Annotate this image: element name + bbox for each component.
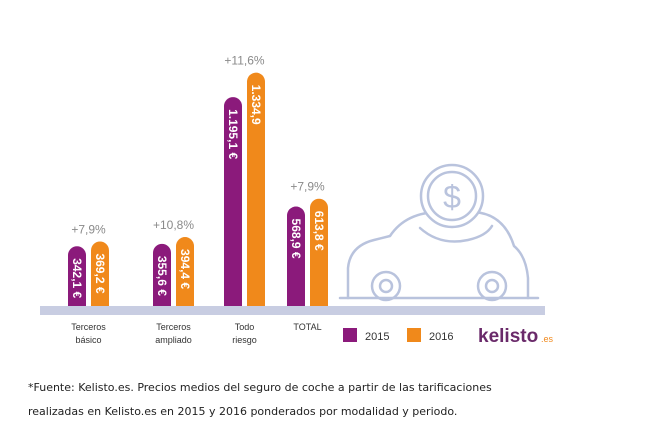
category-label-1-line-2: básico bbox=[75, 335, 101, 345]
bar-2016-2 bbox=[176, 237, 194, 306]
bar-value-label-2015-3: 1.195,1 € bbox=[226, 109, 240, 159]
bars-group: 342,1 € 369,2 € +7,9% 355,6 € 394,4 € +10,8% 1… bbox=[68, 54, 328, 306]
bar-2016-1 bbox=[91, 241, 109, 306]
bar-value-label-2015-1: 342,1 € bbox=[70, 258, 84, 298]
bar-2016-4 bbox=[310, 198, 328, 306]
bar-2015-4 bbox=[287, 206, 305, 306]
legend-swatch-2016 bbox=[407, 328, 421, 342]
category-label-3-line-1: Todo bbox=[235, 322, 255, 332]
footnote-line-2: realizadas en Kelisto.es en 2015 y 2016 … bbox=[28, 405, 458, 418]
category-label-2-line-2: ampliado bbox=[155, 335, 192, 345]
category-label-3-line-2: riesgo bbox=[232, 335, 257, 345]
bar-2015-2 bbox=[153, 243, 171, 306]
bar-value-label-2016-4: 613,8 € bbox=[312, 211, 326, 251]
dollar-coin-icon: $ bbox=[419, 163, 485, 229]
category-label-2-line-1: Terceros bbox=[156, 322, 191, 332]
category-label-4-line-1: TOTAL bbox=[293, 322, 321, 332]
footnote-line-1: *Fuente: Kelisto.es. Precios medios del … bbox=[28, 381, 492, 394]
category-labels: Terceros básico Terceros ampliado Todo riesgo… bbox=[71, 322, 321, 345]
legend-swatch-2015 bbox=[343, 328, 357, 342]
svg-text:$: $ bbox=[443, 179, 461, 215]
bar-value-label-2015-2: 355,6 € bbox=[155, 256, 169, 296]
footnote: *Fuente: Kelisto.es. Precios medios del … bbox=[28, 376, 628, 424]
growth-label-2: +10,8% bbox=[153, 218, 194, 232]
bar-2015-1 bbox=[68, 246, 86, 306]
bar-value-label-2016-3: 1.334,9 bbox=[249, 85, 263, 125]
brand-suffix: .es bbox=[541, 334, 554, 344]
bar-value-label-2016-1: 369,2 € bbox=[93, 253, 107, 293]
bar-2016-3 bbox=[247, 72, 265, 306]
baseline bbox=[40, 306, 545, 315]
bar-2015-3 bbox=[224, 97, 242, 306]
legend: 2015 2016 bbox=[343, 328, 453, 343]
bar-value-label-2016-2: 394,4 € bbox=[178, 249, 192, 289]
legend-label-2015: 2015 bbox=[365, 331, 389, 343]
brand-name: kelisto bbox=[478, 326, 538, 347]
legend-label-2016: 2016 bbox=[429, 331, 453, 343]
bar-value-label-2015-4: 568,9 € bbox=[289, 219, 303, 259]
growth-label-1: +7,9% bbox=[71, 222, 106, 236]
growth-label-4: +7,9% bbox=[290, 180, 325, 194]
growth-label-3: +11,6% bbox=[224, 54, 264, 68]
kelisto-logo: kelisto .es bbox=[478, 326, 554, 347]
category-label-1-line-1: Terceros bbox=[71, 322, 106, 332]
